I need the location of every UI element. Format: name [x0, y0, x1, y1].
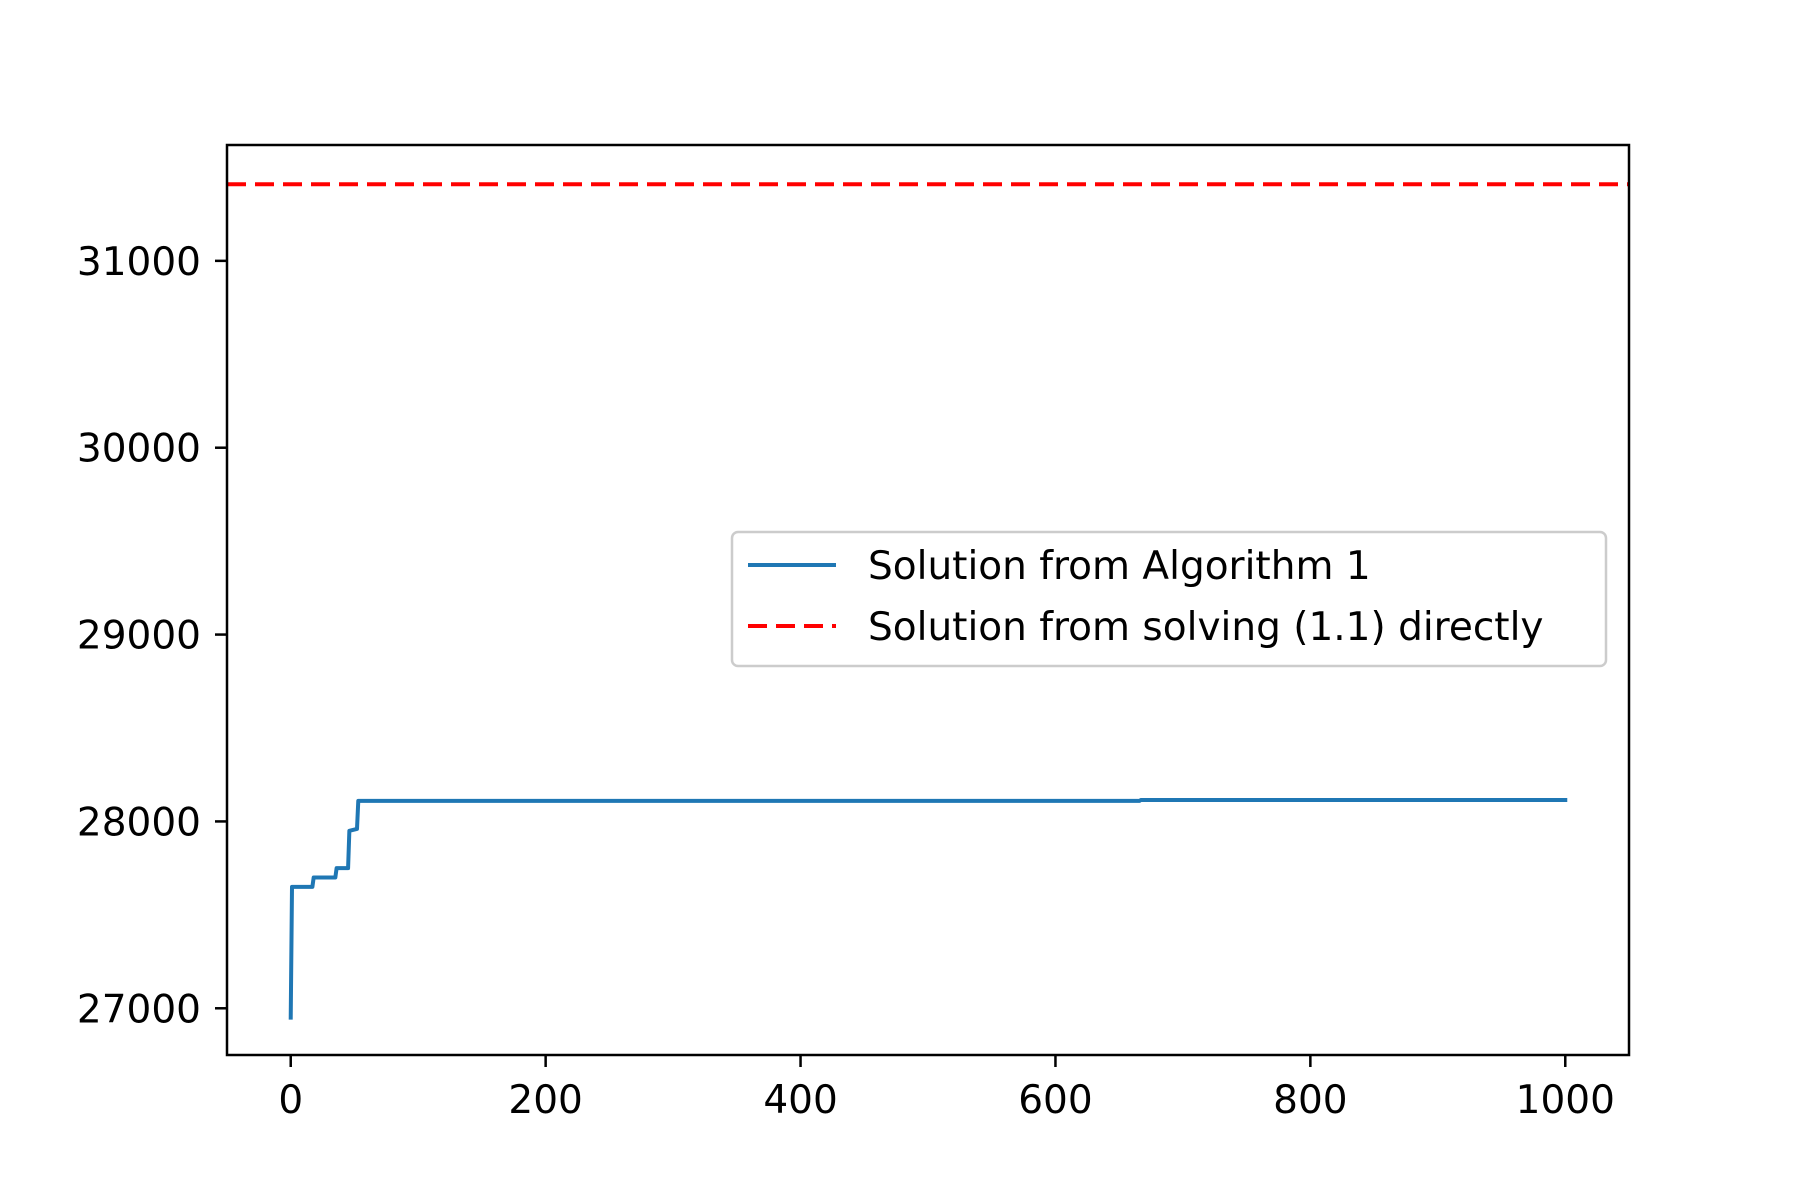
y-tick-label: 30000	[77, 427, 201, 472]
x-tick-label: 400	[763, 1078, 837, 1123]
x-tick-label: 200	[508, 1078, 582, 1123]
plot-frame	[225, 143, 1631, 1057]
legend-label-1: Solution from Algorithm 1	[868, 544, 1371, 589]
legend-box	[730, 530, 1608, 668]
y-tick-label: 27000	[77, 987, 201, 1032]
series-line-1	[288, 797, 1568, 1020]
series-layer	[227, 182, 1629, 1020]
x-tick-label: 600	[1018, 1078, 1092, 1123]
x-axis: 0 200 400 600 800 1000	[278, 1055, 1615, 1123]
y-axis: 27000 28000 29000 30000 31000	[77, 240, 227, 1032]
x-tick-label: 800	[1273, 1078, 1347, 1123]
y-tick-label: 31000	[77, 240, 201, 285]
x-tick-label: 1000	[1516, 1078, 1615, 1123]
y-tick-label: 29000	[77, 614, 201, 659]
x-tick-label: 0	[278, 1078, 303, 1123]
y-tick-label: 28000	[77, 800, 201, 845]
legend: Solution from Algorithm 1 Solution from s…	[730, 530, 1608, 668]
legend-label-2: Solution from solving (1.1) directly	[868, 605, 1544, 650]
